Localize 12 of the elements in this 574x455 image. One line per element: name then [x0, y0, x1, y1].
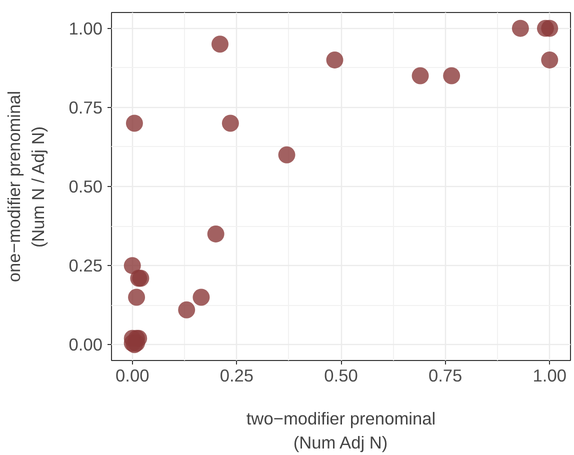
y-tick-label: 0.00 — [68, 334, 103, 355]
y-tick-label: 0.75 — [68, 97, 103, 118]
x-axis-title: two−modifier prenominal (Num Adj N) — [246, 408, 436, 452]
x-tick-label: 0.50 — [324, 366, 358, 386]
x-tick-label: 0.75 — [428, 366, 462, 386]
y-tick-label: 0.50 — [68, 176, 103, 196]
y-tick-label: 1.00 — [68, 18, 103, 38]
y-tick-label: 0.25 — [68, 256, 103, 276]
x-tick-label: 1.00 — [532, 366, 567, 386]
x-tick-label: 0.25 — [220, 366, 254, 386]
y-axis-title: one−modifier prenominal (Num N / Adj N) — [4, 90, 48, 282]
x-tick-label: 0.00 — [116, 366, 150, 386]
